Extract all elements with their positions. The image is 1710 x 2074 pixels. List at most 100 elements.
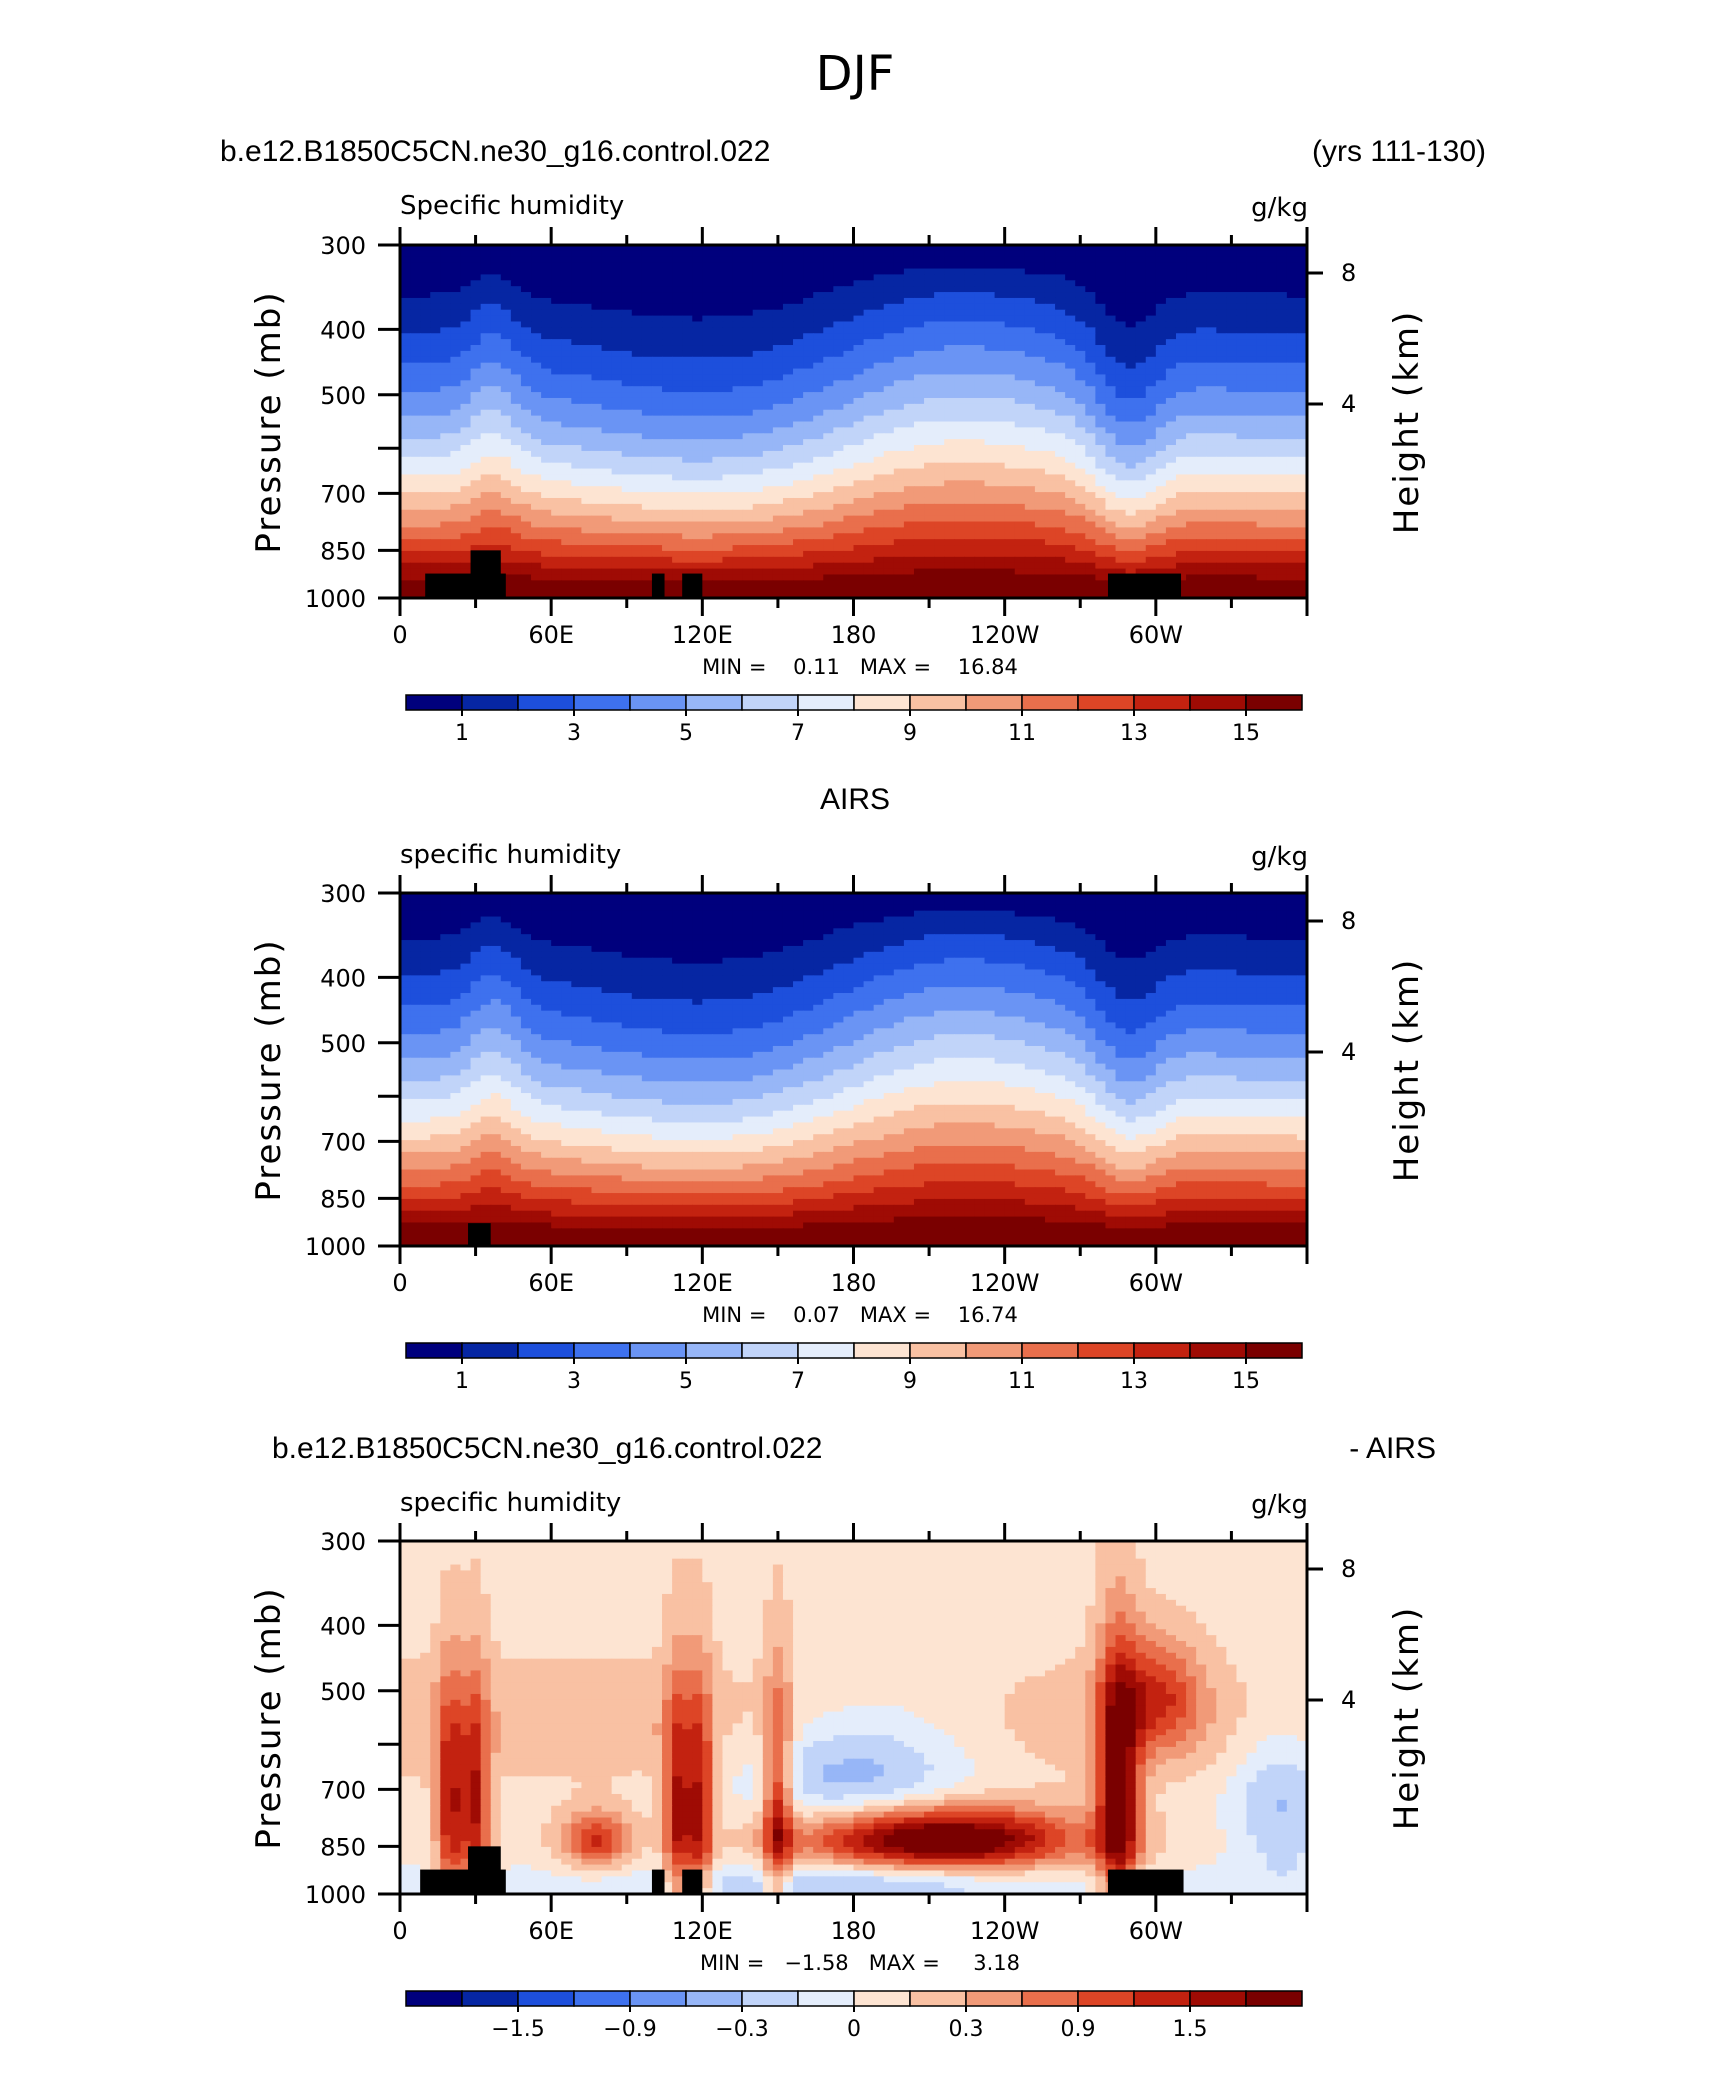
field-cell — [460, 250, 472, 258]
field-cell — [722, 386, 734, 393]
field-cell — [672, 403, 683, 411]
field-cell — [1034, 462, 1046, 470]
field-cell — [520, 562, 532, 570]
field-cell — [772, 409, 784, 417]
field-cell — [440, 468, 451, 476]
field-cell — [682, 527, 693, 534]
field-cell — [672, 503, 683, 511]
field-cell — [682, 433, 693, 440]
field-cell — [793, 380, 804, 387]
field-cell — [641, 297, 653, 305]
field-cell — [1115, 274, 1127, 281]
field-cell — [561, 462, 572, 470]
field-cell — [1286, 403, 1298, 411]
field-cell — [742, 309, 754, 317]
field-cell — [440, 421, 451, 428]
field-cell — [1145, 439, 1157, 446]
field-cell — [984, 309, 996, 317]
field-cell — [1165, 380, 1177, 387]
field-cell — [520, 397, 532, 405]
field-cell — [1226, 521, 1238, 528]
field-cell — [1226, 427, 1238, 434]
field-cell — [722, 309, 734, 317]
field-cell — [631, 397, 643, 405]
field-cell — [601, 480, 613, 487]
field-cell — [772, 492, 784, 499]
field-cell — [994, 509, 1006, 517]
field-cell — [1236, 403, 1248, 411]
field-cell — [1085, 445, 1096, 452]
field-cell — [601, 462, 613, 470]
field-cell — [490, 545, 502, 552]
field-cell — [1165, 497, 1177, 505]
field-cell — [823, 280, 834, 287]
field-cell — [520, 250, 532, 258]
field-cell — [984, 256, 996, 264]
field-cell — [964, 521, 976, 528]
field-cell — [893, 556, 905, 564]
field-cell — [1095, 309, 1107, 317]
field-cell — [1095, 339, 1107, 346]
field-cell — [641, 415, 653, 423]
field-cell — [1246, 262, 1258, 270]
field-cell — [1236, 427, 1248, 434]
field-cell — [510, 421, 522, 428]
field-cell — [1196, 468, 1207, 476]
field-cell — [913, 456, 925, 464]
field-cell — [1105, 339, 1117, 346]
field-cell — [1186, 515, 1197, 523]
field-cell — [1276, 521, 1288, 528]
field-cell — [1014, 392, 1026, 399]
field-cell — [903, 450, 915, 458]
field-cell — [450, 521, 462, 528]
field-cell — [470, 421, 482, 428]
field-cell — [984, 315, 996, 323]
field-cell — [460, 397, 472, 405]
field-cell — [803, 433, 814, 440]
field-cell — [1246, 503, 1258, 511]
field-cell — [843, 515, 855, 523]
field-cell — [823, 409, 834, 417]
field-cell — [531, 462, 542, 470]
field-cell — [1044, 515, 1056, 523]
field-cell — [1266, 250, 1278, 258]
field-cell — [1296, 415, 1308, 423]
field-cell — [853, 439, 865, 446]
field-cell — [793, 468, 804, 476]
field-cell — [561, 380, 572, 387]
field-cell — [621, 256, 633, 264]
field-cell — [1246, 527, 1258, 534]
field-cell — [1095, 515, 1107, 523]
field-cell — [1125, 439, 1137, 446]
field-cell — [1155, 492, 1167, 499]
field-cell — [1044, 321, 1056, 328]
field-cell — [1065, 497, 1076, 505]
field-cell — [843, 562, 855, 570]
field-cell — [651, 321, 663, 328]
field-cell — [1296, 439, 1308, 446]
field-cell — [762, 339, 774, 346]
field-cell — [631, 280, 643, 287]
field-cell — [1256, 421, 1268, 428]
field-cell — [601, 421, 613, 428]
field-cell — [1135, 503, 1147, 511]
field-cell — [964, 362, 976, 370]
field-cell — [662, 421, 673, 428]
field-cell — [641, 550, 653, 558]
field-cell — [813, 250, 824, 258]
field-cell — [682, 303, 693, 311]
field-cell — [732, 245, 744, 252]
field-cell — [1175, 456, 1187, 464]
field-cell — [1276, 533, 1288, 540]
field-cell — [510, 362, 522, 370]
field-cell — [1135, 309, 1147, 317]
field-grid — [400, 245, 1308, 599]
field-cell — [1075, 380, 1086, 387]
field-cell — [420, 427, 431, 434]
field-cell — [813, 345, 824, 352]
field-cell — [1206, 380, 1217, 387]
field-cell — [531, 250, 542, 258]
field-cell — [1135, 433, 1147, 440]
field-cell — [813, 509, 824, 517]
field-cell — [984, 268, 996, 276]
